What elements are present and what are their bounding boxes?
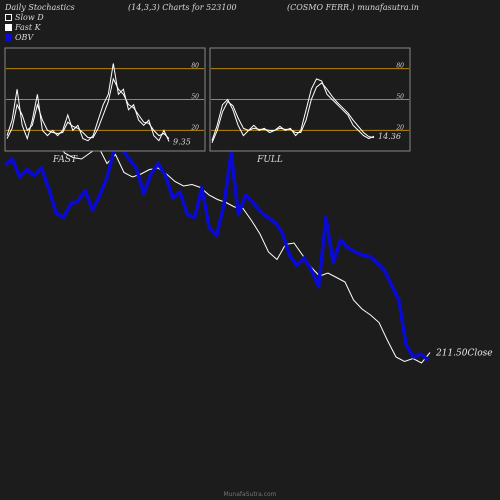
close-price-line [4,116,431,364]
footer-credit: MunafaSutra.com [223,491,277,498]
full-ytick-label: 20 [395,124,404,131]
full-panel-title: FULL [256,155,283,165]
full-slow-d-line [211,82,375,143]
full-stochastic-panel: 20 50 80 14.36 FULL [209,47,411,165]
legend-slow-d-label: Slow D [15,12,44,22]
fast-fast-k-line [6,63,170,142]
full-fast-k-line [211,78,375,141]
legend-obv-label: OBV [15,32,34,42]
chart-title: Daily Stochastics [5,3,75,12]
fast-slow-d-line [6,77,170,139]
full-last-value-label: 14.36 [378,132,401,141]
obv-line [3,146,430,362]
fast-ytick-label: 20 [190,124,199,131]
company-label: (COSMO FERR.) munafasutra.in [287,3,419,12]
fast-last-value-label: 9.35 [173,137,191,146]
fast-stochastic-panel: 20 50 80 9.35 FAST [4,47,206,165]
fast-panel-title: FAST [52,155,78,165]
legend-slow-d: Slow D [5,12,44,22]
full-ytick-label: 50 [396,94,404,101]
fast-ytick-label: 80 [191,63,199,70]
fast-ytick-label: 50 [191,94,199,101]
obv-swatch-icon [5,33,12,41]
legend-fast-k: Fast K [5,22,41,32]
legend-obv: OBV [5,32,33,42]
slow-d-swatch-icon [5,13,12,21]
full-ytick-label: 80 [396,63,404,70]
legend-fast-k-label: Fast K [15,22,41,32]
fast-k-swatch-icon [5,23,12,31]
close-value-label: 211.50Close [435,349,493,359]
chart-params: (14,3,3) Charts for 523100 [128,3,237,12]
